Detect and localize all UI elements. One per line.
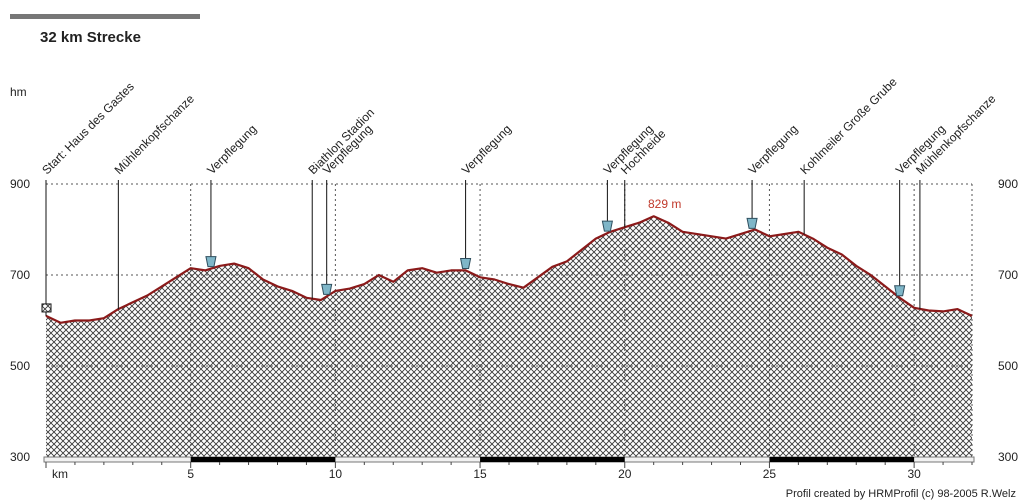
y-tick-label-left: 700: [10, 268, 30, 282]
elevation-area: [46, 216, 972, 457]
waypoint-label: Biathlon Stadion: [305, 105, 377, 177]
y-axis-label: hm: [10, 85, 27, 99]
x-tick-label: 25: [763, 467, 777, 481]
credit-text: Profil created by HRMProfil (c) 98-2005 …: [786, 488, 1016, 500]
x-tick-label: 30: [907, 467, 921, 481]
x-axis-segment: [480, 457, 625, 462]
waypoint-label: Verpflegung: [745, 122, 800, 177]
y-tick-label-right: 500: [998, 359, 1018, 373]
cup-icon: [746, 217, 758, 229]
cup-icon: [321, 283, 333, 295]
max-elevation-label: 829 m: [648, 197, 681, 211]
x-tick-label: 10: [329, 467, 343, 481]
cup-icon: [894, 285, 906, 297]
x-tick-label: 20: [618, 467, 632, 481]
cup-icon: [205, 256, 217, 268]
waypoint-label: Verpflegung: [459, 122, 514, 177]
waypoint-label: Mühlenkopfschanze: [112, 92, 198, 178]
x-tick-label: 15: [473, 467, 487, 481]
x-axis-segment: [190, 457, 336, 462]
elevation-line: [45, 215, 973, 324]
start-flag-icon: [41, 303, 52, 313]
x-axis-label: km: [52, 467, 68, 481]
x-axis-segment: [769, 457, 915, 462]
y-tick-label-left: 900: [10, 177, 30, 191]
y-tick-label-right: 700: [998, 268, 1018, 282]
waypoint-label: Verpflegung: [204, 122, 259, 177]
title-underline: [10, 14, 200, 19]
x-tick-label: 5: [187, 467, 194, 481]
cup-icon: [459, 257, 472, 269]
cup-icon: [601, 220, 613, 232]
y-tick-label-right: 900: [998, 177, 1018, 191]
y-tick-label-left: 500: [10, 359, 30, 373]
chart-title: 32 km Strecke: [40, 29, 141, 46]
y-tick-label-right: 300: [998, 450, 1018, 464]
waypoint-label: Kohlmeiler Große Grube: [797, 75, 900, 178]
y-tick-label-left: 300: [10, 450, 30, 464]
